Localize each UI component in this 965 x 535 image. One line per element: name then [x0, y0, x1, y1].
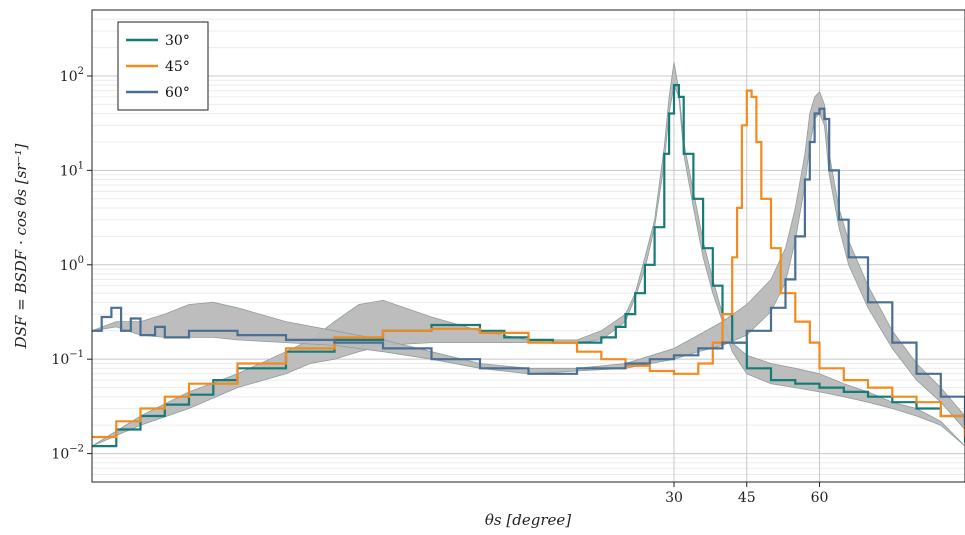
reference-band — [91, 91, 965, 431]
y-axis-ticks: 10−2 10−1 100 101 102 — [51, 66, 92, 463]
y-tick-label: 101 — [60, 160, 84, 179]
major-gridlines — [92, 10, 965, 482]
plot-frame — [91, 9, 965, 483]
y-tick-label: 10−1 — [51, 349, 84, 368]
y-tick-label: 102 — [60, 66, 84, 85]
x-tick-label: 45 — [738, 490, 756, 506]
y-tick-label: 10−2 — [51, 444, 84, 463]
legend-label: 60° — [165, 85, 190, 101]
x-axis-ticks: 30 45 60 — [665, 482, 828, 506]
y-tick-label: 100 — [60, 255, 84, 274]
legend-label: 45° — [165, 59, 190, 75]
y-axis-label: DSF = BSDF · cos θs [sr⁻¹] — [12, 143, 30, 349]
x-tick-label: 60 — [811, 490, 829, 506]
legend-label: 30° — [165, 33, 190, 49]
x-axis-label: θs [degree] — [485, 511, 571, 529]
data-series — [92, 84, 965, 448]
x-tick-label: 30 — [665, 490, 683, 506]
legend: 30° 45° 60° — [117, 21, 209, 111]
series-line — [92, 107, 965, 426]
